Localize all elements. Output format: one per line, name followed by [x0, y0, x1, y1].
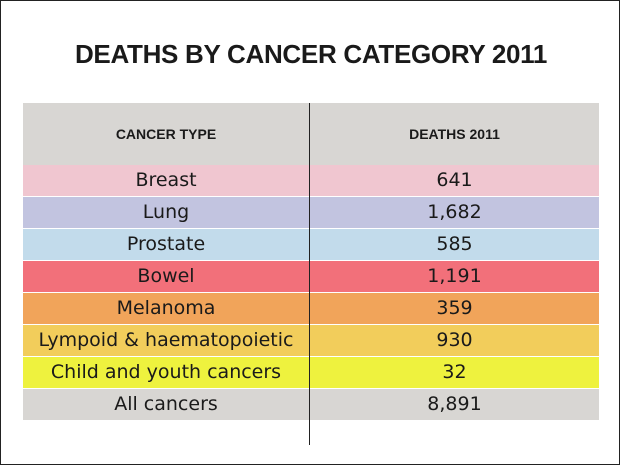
deaths-cell: 1,191 — [427, 265, 482, 287]
table-header: CANCER TYPE DEATHS 2011 — [23, 103, 599, 165]
cancer-type-cell: Bowel — [137, 265, 195, 287]
table-body: Breast 641 Lung 1,682 Prostate 585 Bowel 1,191 M… — [23, 165, 599, 421]
header-cancer-type: CANCER TYPE — [115, 126, 217, 142]
cancer-type-cell: Breast — [135, 169, 197, 191]
table-title: DEATHS BY CANCER CATEGORY 2011 — [74, 39, 548, 69]
deaths-cell: 8,891 — [427, 393, 482, 415]
cancer-type-cell: Child and youth cancers — [50, 361, 282, 383]
table-row: Breast 641 — [23, 165, 599, 197]
deaths-cell: 585 — [436, 233, 473, 255]
deaths-cell: 1,682 — [427, 201, 482, 223]
cancer-type-cell: Prostate — [126, 233, 206, 255]
table-row: Child and youth cancers 32 — [23, 357, 599, 389]
table-row: Lympoid & haematopoietic 930 — [23, 325, 599, 357]
column-divider — [309, 103, 310, 445]
cancer-type-cell: Lung — [142, 201, 190, 223]
deaths-cell: 32 — [442, 361, 467, 383]
cancer-type-cell: Melanoma — [116, 297, 216, 319]
table-row: All cancers 8,891 — [23, 389, 599, 421]
cancer-type-cell: All cancers — [114, 393, 218, 415]
table-row: Bowel 1,191 — [23, 261, 599, 293]
deaths-cell: 641 — [436, 169, 473, 191]
table-row: Lung 1,682 — [23, 197, 599, 229]
deaths-table: CANCER TYPE DEATHS 2011 Breast 641 Lung 1,6… — [23, 103, 599, 445]
deaths-cell: 359 — [436, 297, 473, 319]
header-deaths-2011: DEATHS 2011 — [409, 126, 500, 142]
table-row: Prostate 585 — [23, 229, 599, 261]
table-row: Melanoma 359 — [23, 293, 599, 325]
deaths-cell: 930 — [436, 329, 473, 351]
cancer-type-cell: Lympoid & haematopoietic — [38, 329, 294, 351]
